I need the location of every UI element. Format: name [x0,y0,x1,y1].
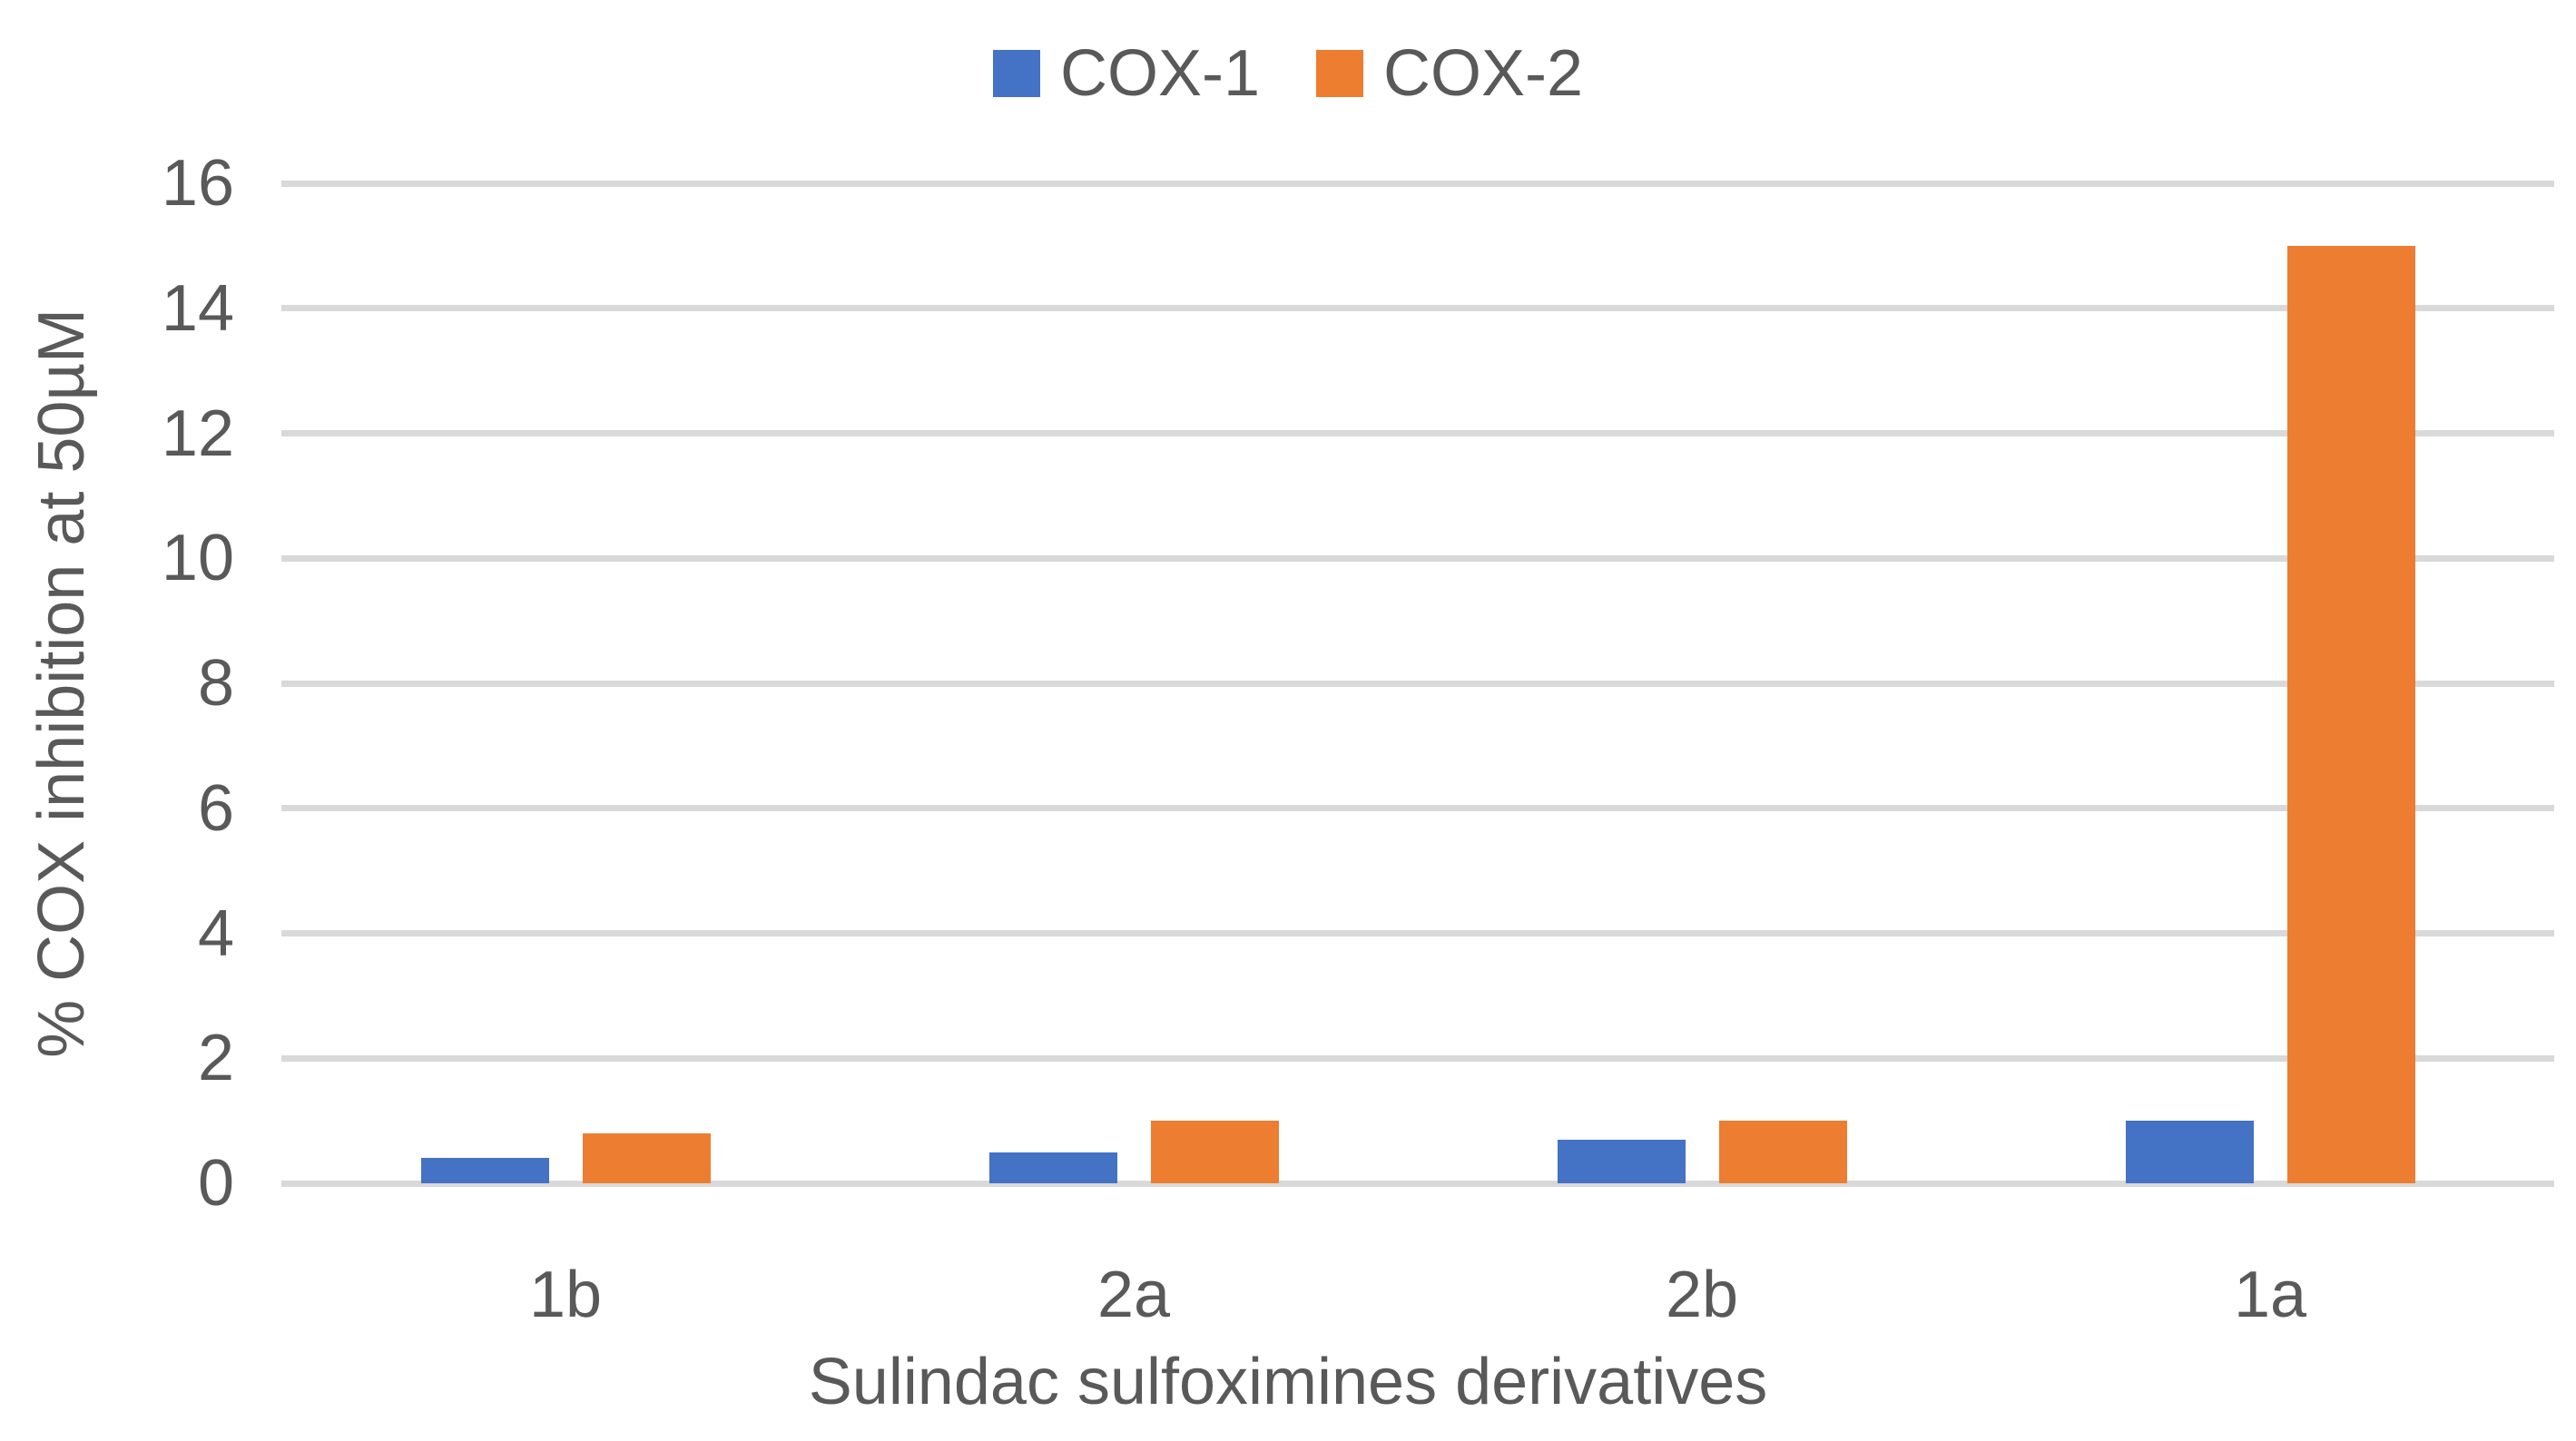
gridline-y4 [281,930,2554,936]
y-axis-tick-labels: 0 2 4 6 8 10 12 14 16 [0,149,234,1218]
bar-cox-2-2b [1718,1121,1847,1183]
y-tick-label-6: 6 [197,771,234,845]
bar-cox-1-2a [988,1152,1117,1183]
y-tick-label-0: 0 [197,1147,234,1220]
legend-label-cox-1: COX-1 [1059,37,1260,110]
gridline-y10 [281,554,2554,562]
legend-item-cox-2: COX-2 [1316,41,1583,106]
bar-cox-2-2a [1150,1121,1279,1183]
legend-item-cox-1: COX-1 [992,37,1260,110]
chart-legend: COX-1 COX-2 [0,34,2576,113]
bar-cox-1-1b [420,1158,549,1183]
bar-cox-2-1b [582,1132,711,1183]
y-tick-label-2: 2 [197,1022,234,1095]
y-tick-label-4: 4 [197,897,234,970]
y-tick-label-12: 12 [161,397,234,470]
gridline-y12 [281,430,2554,436]
x-axis-title: Sulindac sulfoximines derivatives [808,1346,1768,1418]
y-tick-label-14: 14 [161,271,234,345]
y-tick-label-8: 8 [197,647,234,720]
legend-swatch-cox-1 [992,50,1040,97]
legend-label-cox-2: COX-2 [1383,37,1584,110]
plot-area [281,180,2554,1187]
gridline-y2 [281,1054,2554,1062]
x-category-label-1b: 1b [528,1259,603,1331]
x-category-label-2b: 2b [1665,1259,1739,1331]
gridline-y16 [281,180,2554,187]
bar-cox-1-2b [1557,1139,1686,1183]
y-tick-label-10: 10 [161,522,234,595]
bar-cox-1-1a [2125,1121,2254,1183]
legend-swatch-cox-2 [1316,50,1363,97]
bar-cox-2-1a [2286,245,2415,1183]
y-tick-label-16: 16 [161,147,234,220]
x-axis-category-labels: 1b 2a 2b 1a [281,1254,2554,1336]
gridline-y6 [281,805,2554,812]
gridline-y14 [281,305,2554,312]
gridline-y0 [281,1180,2554,1187]
gridline-y8 [281,680,2554,687]
x-category-label-2a: 2a [1096,1259,1171,1331]
x-category-label-1a: 1a [2233,1259,2307,1331]
